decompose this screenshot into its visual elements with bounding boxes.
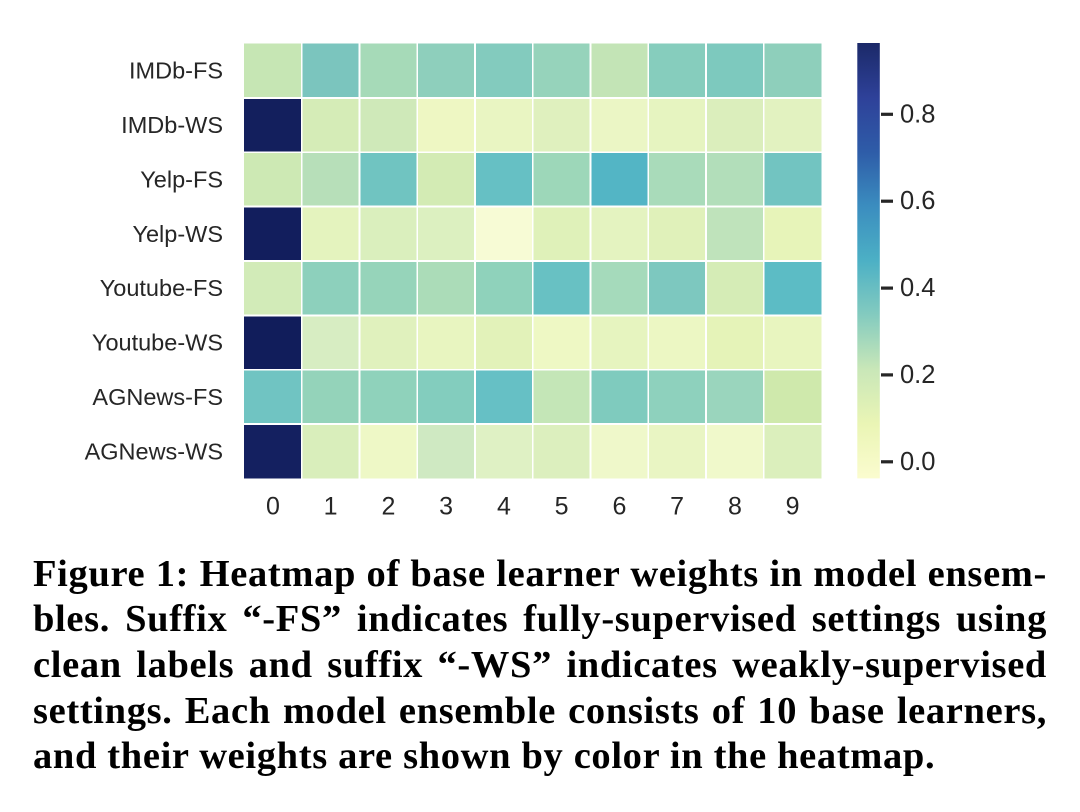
svg-text:IMDb-FS: IMDb-FS <box>129 58 223 84</box>
svg-text:0.2: 0.2 <box>900 361 935 389</box>
svg-text:0.6: 0.6 <box>900 187 935 215</box>
svg-text:0: 0 <box>266 493 280 521</box>
svg-text:0.0: 0.0 <box>900 448 935 476</box>
svg-text:AGNews-FS: AGNews-FS <box>92 384 223 410</box>
svg-text:AGNews-WS: AGNews-WS <box>85 438 223 464</box>
svg-text:Yelp-FS: Yelp-FS <box>140 166 223 192</box>
svg-text:Yelp-WS: Yelp-WS <box>132 221 223 247</box>
svg-text:Youtube-WS: Youtube-WS <box>92 330 223 356</box>
svg-text:Youtube-FS: Youtube-FS <box>100 275 223 301</box>
svg-text:0.8: 0.8 <box>900 100 935 128</box>
svg-text:0.4: 0.4 <box>900 274 935 302</box>
svg-text:4: 4 <box>497 493 511 521</box>
svg-text:3: 3 <box>439 493 453 521</box>
svg-text:2: 2 <box>381 493 395 521</box>
svg-text:1: 1 <box>324 493 338 521</box>
svg-text:8: 8 <box>728 493 742 521</box>
svg-text:6: 6 <box>612 493 626 521</box>
svg-text:IMDb-WS: IMDb-WS <box>121 112 223 138</box>
svg-text:9: 9 <box>786 493 800 521</box>
svg-text:7: 7 <box>670 493 684 521</box>
svg-text:5: 5 <box>555 493 569 521</box>
